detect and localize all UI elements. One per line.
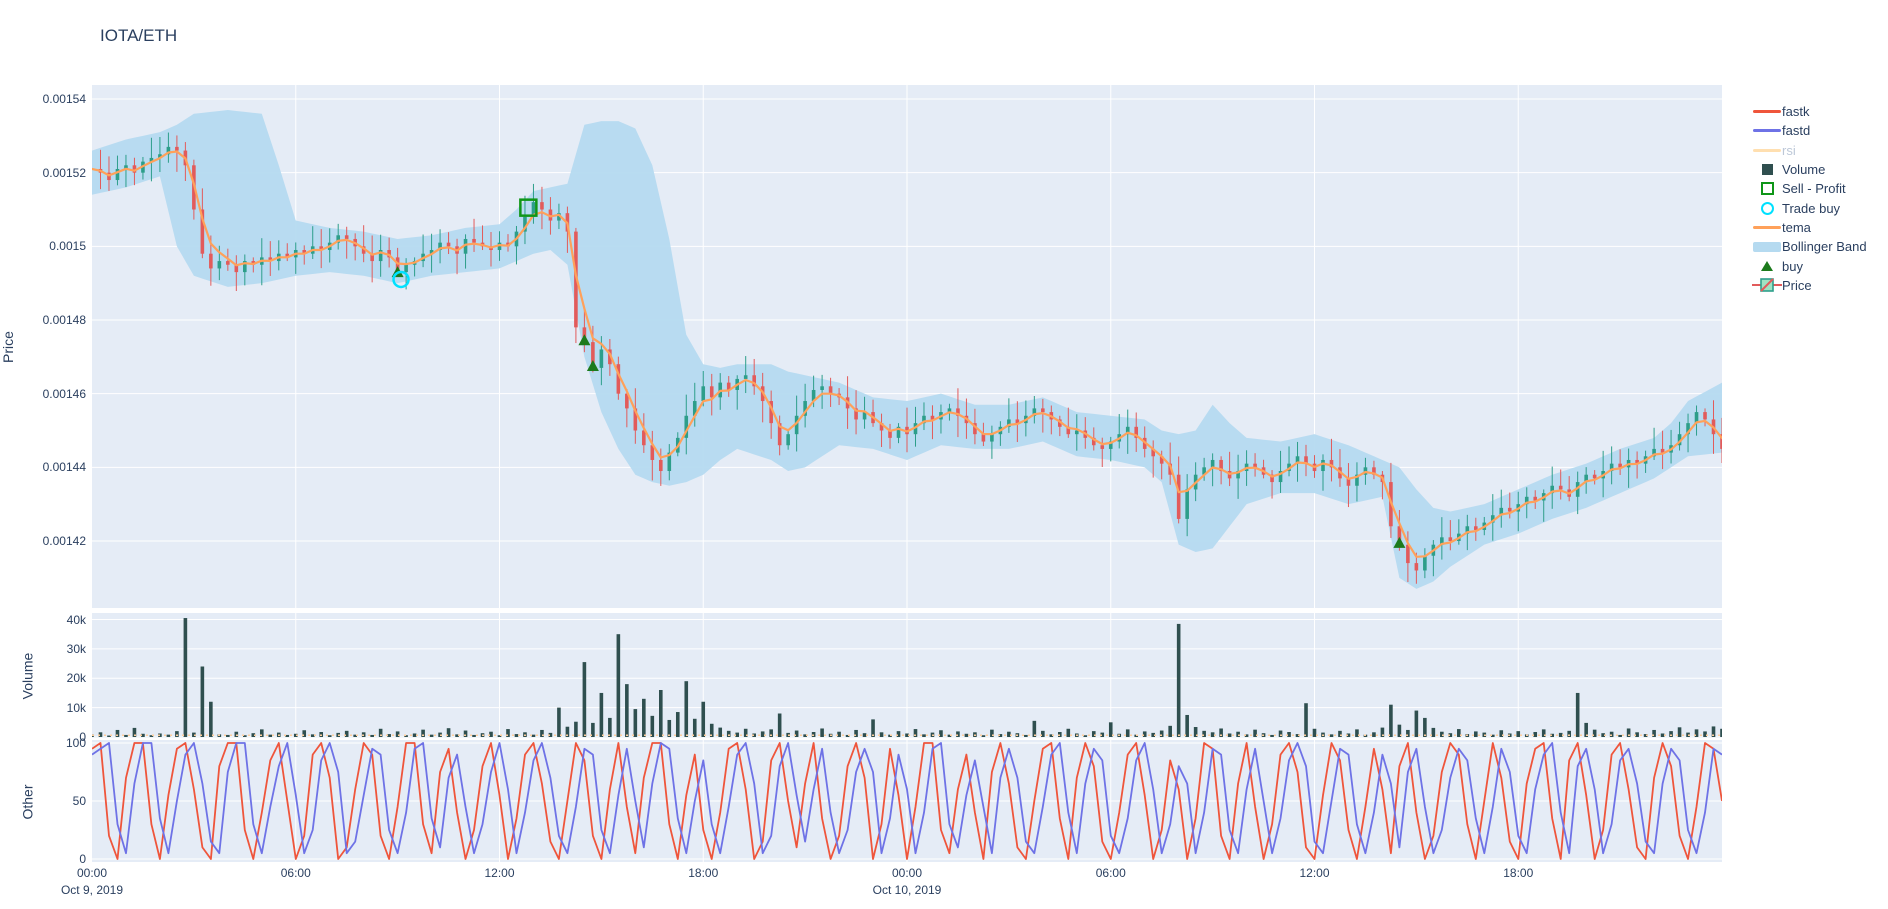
legend-item-price[interactable]: Price bbox=[1752, 276, 1888, 295]
x-tick-label: 12:00 bbox=[1299, 866, 1330, 880]
legend-item-label: Trade buy bbox=[1782, 200, 1841, 216]
x-tick-label: 00:00 bbox=[76, 866, 108, 880]
x-tick-label: 18:00 bbox=[688, 866, 719, 880]
legend-item-label: fastd bbox=[1782, 123, 1811, 139]
legend-item-label: Sell - Profit bbox=[1782, 181, 1846, 197]
volume-plot-area[interactable] bbox=[92, 613, 1722, 738]
price-tick-label: 0.00152 bbox=[42, 165, 86, 180]
line-legend-glyph bbox=[1752, 148, 1782, 152]
square-legend-glyph bbox=[1752, 164, 1782, 176]
line-legend-glyph bbox=[1752, 129, 1782, 133]
legend-item-volume[interactable]: Volume bbox=[1752, 160, 1888, 179]
price-plot-area[interactable] bbox=[92, 85, 1722, 608]
legend-item-label: buy bbox=[1782, 258, 1803, 274]
line-legend-glyph bbox=[1752, 225, 1782, 229]
line-legend-glyph bbox=[1752, 110, 1782, 114]
volume-tick-label: 30k bbox=[66, 641, 86, 656]
x-tick-label: 18:00 bbox=[1503, 866, 1534, 880]
legend-item-label: Price bbox=[1782, 277, 1812, 293]
band-legend-glyph bbox=[1752, 241, 1782, 252]
triangle-legend-glyph bbox=[1752, 261, 1782, 272]
x-tick-date-label: Oct 10, 2019 bbox=[872, 883, 942, 897]
other-tick-label: 0 bbox=[79, 852, 86, 866]
legend-item-bollinger-band[interactable]: Bollinger Band bbox=[1752, 237, 1888, 256]
price-tick-label: 0.00146 bbox=[42, 386, 86, 401]
volume-tick-label: 0 bbox=[79, 730, 86, 744]
other-chart-canvas[interactable] bbox=[92, 740, 1722, 862]
volume-chart-canvas[interactable] bbox=[92, 613, 1722, 738]
x-tick-label: 00:00 bbox=[891, 866, 923, 880]
page-title: IOTA/ETH bbox=[100, 26, 178, 45]
trade-buy-marker bbox=[392, 270, 410, 289]
price-tick-label: 0.00154 bbox=[42, 92, 86, 106]
legend-item-label: Volume bbox=[1782, 162, 1826, 178]
x-tick-label: 06:00 bbox=[280, 866, 311, 880]
circle-open-legend-glyph bbox=[1752, 201, 1782, 215]
other-plot-area[interactable] bbox=[92, 740, 1722, 862]
price-tick-label: 0.00144 bbox=[42, 460, 86, 475]
legend-item-fastk[interactable]: fastk bbox=[1752, 102, 1888, 121]
buy-marker bbox=[586, 360, 599, 372]
volume-tick-label: 40k bbox=[66, 612, 86, 627]
price-tick-label: 0.0015 bbox=[49, 239, 86, 254]
legend-item-label: fastk bbox=[1782, 104, 1810, 120]
legend-item-label: tema bbox=[1782, 219, 1811, 235]
legend-item-sell-profit[interactable]: Sell - Profit bbox=[1752, 179, 1888, 198]
legend: fastk fastd rsi Volume Sell - Profit Trade bu… bbox=[1752, 102, 1888, 295]
other-tick-label: 50 bbox=[72, 794, 86, 808]
x-tick-label: 06:00 bbox=[1095, 866, 1126, 880]
price-tick-label: 0.00148 bbox=[42, 313, 86, 327]
price-tick-label: 0.00142 bbox=[42, 534, 86, 548]
legend-item-label: Bollinger Band bbox=[1782, 239, 1867, 255]
legend-item-tema[interactable]: tema bbox=[1752, 218, 1888, 237]
sell-profit-marker bbox=[519, 198, 538, 217]
x-tick-date-label: Oct 9, 2019 bbox=[60, 883, 124, 897]
legend-item-buy[interactable]: buy bbox=[1752, 256, 1888, 275]
x-tick-label: 12:00 bbox=[484, 866, 515, 880]
candle-legend-glyph bbox=[1752, 277, 1782, 293]
legend-item-fastd[interactable]: fastd bbox=[1752, 121, 1888, 140]
other-tick-label: 100 bbox=[65, 736, 86, 750]
price-axis-title: Price bbox=[0, 331, 16, 363]
legend-item-label: rsi bbox=[1782, 142, 1796, 158]
volume-tick-label: 20k bbox=[66, 671, 86, 686]
buy-marker bbox=[1393, 536, 1406, 548]
buy-marker bbox=[578, 334, 591, 346]
legend-item-trade-buy[interactable]: Trade buy bbox=[1752, 198, 1888, 217]
legend-item-rsi[interactable]: rsi bbox=[1752, 141, 1888, 160]
square-open-legend-glyph bbox=[1752, 182, 1782, 196]
price-chart-canvas[interactable] bbox=[92, 85, 1722, 608]
volume-tick-label: 10k bbox=[66, 700, 86, 715]
